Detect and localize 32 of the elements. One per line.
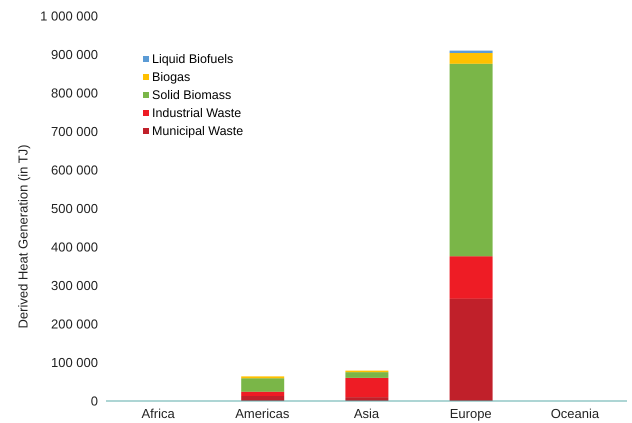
legend-label: Municipal Waste <box>152 123 244 140</box>
bar <box>450 256 493 299</box>
x-tick-label: Oceania <box>550 406 600 422</box>
y-tick-label: 200 000 <box>51 316 98 332</box>
x-tick-label: Africa <box>141 406 176 422</box>
y-tick-label: 100 000 <box>51 355 98 370</box>
y-tick-label: 600 000 <box>51 162 98 178</box>
y-tick-label: 500 000 <box>51 201 98 216</box>
legend-label: Liquid Biofuels <box>152 51 234 68</box>
y-tick-label: 300 000 <box>51 278 98 294</box>
legend-label: Solid Biomass <box>152 87 232 104</box>
bar <box>241 392 284 396</box>
bar <box>450 52 493 64</box>
y-tick-label: 0 <box>90 394 98 409</box>
bar <box>345 378 388 398</box>
y-tick-label: 800 000 <box>51 86 98 101</box>
bar <box>345 372 388 378</box>
x-tick-label: Europe <box>450 406 492 422</box>
bar <box>241 378 284 392</box>
x-tick-label: Americas <box>235 406 290 422</box>
bar <box>345 397 388 401</box>
y-tick-label: 900 000 <box>51 47 98 62</box>
bar <box>450 298 493 401</box>
legend-label: Biogas <box>152 69 190 86</box>
y-tick-label: 400 000 <box>51 240 98 255</box>
x-tick-label: Asia <box>354 406 380 422</box>
y-tick-label: 700 000 <box>51 124 98 140</box>
y-tick-label: 1 000 000 <box>40 8 98 24</box>
bar <box>450 64 493 256</box>
y-axis-title: Derived Heat Generation (in TJ) <box>16 144 31 328</box>
legend-label: Industrial Waste <box>152 105 242 122</box>
bar <box>241 396 284 401</box>
